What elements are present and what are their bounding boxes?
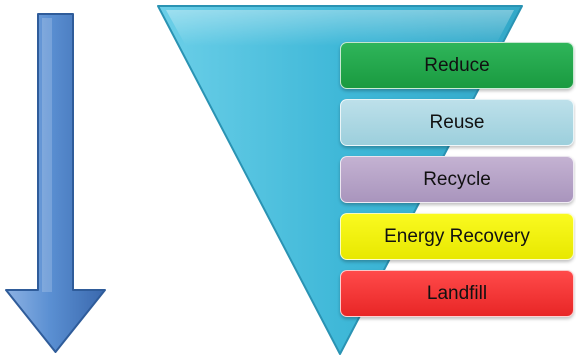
- tier-label-energy-recovery: Energy Recovery: [384, 226, 530, 248]
- tier-label-reuse: Reuse: [430, 112, 485, 134]
- tier-label-recycle: Recycle: [423, 169, 491, 191]
- tier-energy-recovery: Energy Recovery: [340, 213, 574, 260]
- tier-label-reduce: Reduce: [424, 55, 490, 77]
- tier-reuse: Reuse: [340, 99, 574, 146]
- tier-reduce: Reduce: [340, 42, 574, 89]
- tier-recycle: Recycle: [340, 156, 574, 203]
- tier-label-landfill: Landfill: [427, 283, 487, 305]
- down-arrow-icon: [6, 14, 105, 352]
- tier-landfill: Landfill: [340, 270, 574, 317]
